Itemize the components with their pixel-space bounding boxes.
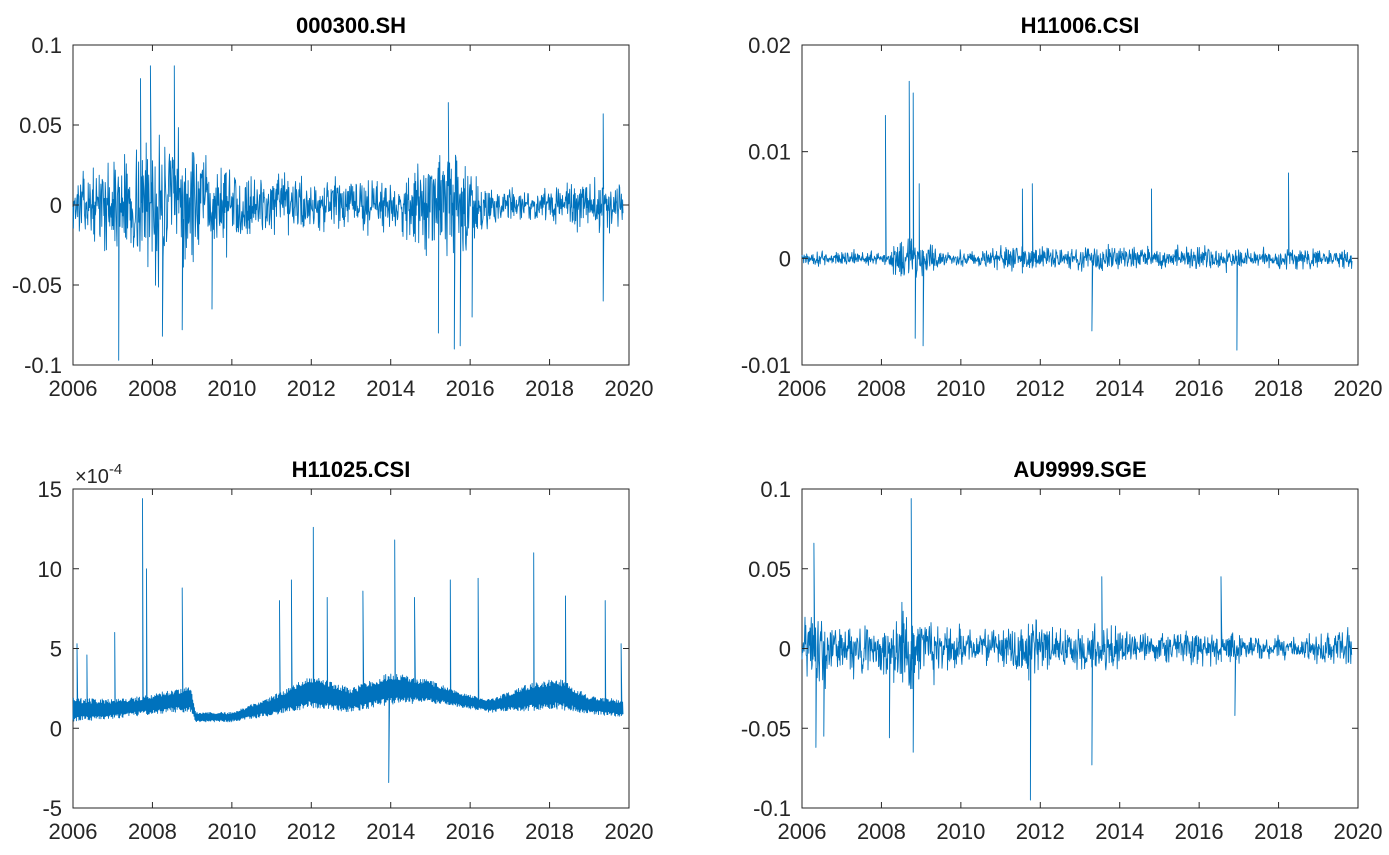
x-tick-label: 2010 — [207, 819, 256, 844]
y-tick-label: -5 — [42, 796, 62, 821]
x-tick-label: 2012 — [1016, 819, 1065, 844]
y-tick-label: 0 — [779, 246, 791, 271]
y-tick-label: 15 — [38, 477, 62, 502]
x-tick-label: 2010 — [936, 819, 985, 844]
panel-h11006-csi: 2006 2008 2010 2012 2014 2016 2018 2020 -0.01 0 0.… — [741, 13, 1383, 401]
x-tick-label: 2018 — [1254, 819, 1303, 844]
y-tick-label: 0.05 — [748, 557, 791, 582]
x-tick-label: 2014 — [366, 819, 415, 844]
x-tick-label: 2016 — [446, 819, 495, 844]
x-tick-label: 2020 — [1334, 819, 1383, 844]
y-exponent-label: ×10-4 — [75, 461, 122, 488]
x-tick-label: 2014 — [366, 376, 415, 401]
x-tick-label: 2010 — [936, 376, 985, 401]
x-tick-label: 2020 — [605, 819, 654, 844]
y-tick-label: 0.1 — [760, 477, 791, 502]
y-tick-label: -0.1 — [753, 796, 791, 821]
y-tick-label: 0 — [50, 716, 62, 741]
x-tick-label: 2010 — [207, 376, 256, 401]
x-tick-label: 2006 — [778, 819, 827, 844]
axes-frame — [72, 488, 630, 809]
y-tick-label: 0.05 — [19, 113, 62, 138]
y-tick-label: 0.02 — [748, 33, 791, 58]
y-tick-label: -0.1 — [24, 353, 62, 378]
y-tick-label: -0.01 — [741, 353, 791, 378]
x-tick-label: 2020 — [1334, 376, 1383, 401]
x-tick-label: 2012 — [287, 376, 336, 401]
series-line — [801, 498, 1353, 801]
series-line — [72, 498, 624, 783]
x-tick-label: 2018 — [1254, 376, 1303, 401]
x-tick-label: 2016 — [446, 376, 495, 401]
x-tick-label: 2018 — [525, 819, 574, 844]
panel-h11025-csi: 2006 2008 2010 2012 2014 2016 2018 2020 -5 0 5 10 15… — [38, 457, 654, 844]
x-tick-label: 2008 — [857, 376, 906, 401]
panel-title: AU9999.SGE — [1013, 457, 1146, 482]
x-tick-label: 2014 — [1095, 819, 1144, 844]
y-tick-label: -0.05 — [741, 716, 791, 741]
y-tick-label: 0.1 — [31, 33, 62, 58]
x-tick-label: 2014 — [1095, 376, 1144, 401]
x-tick-label: 2008 — [128, 376, 177, 401]
panel-000300-sh: 2006 2008 2010 2012 2014 2016 2018 2020 -0.1 -0.0… — [12, 13, 654, 401]
x-tick-label: 2008 — [857, 819, 906, 844]
y-tick-label: 0.01 — [748, 140, 791, 165]
x-tick-label: 2006 — [49, 376, 98, 401]
x-tick-label: 2006 — [49, 819, 98, 844]
y-tick-label: -0.05 — [12, 273, 62, 298]
y-tick-label: 0 — [779, 637, 791, 662]
x-tick-label: 2008 — [128, 819, 177, 844]
x-tick-label: 2016 — [1175, 376, 1224, 401]
x-tick-label: 2016 — [1175, 819, 1224, 844]
y-tick-label: 0 — [50, 193, 62, 218]
panel-title: 000300.SH — [296, 13, 406, 38]
x-tick-label: 2006 — [778, 376, 827, 401]
x-tick-label: 2012 — [287, 819, 336, 844]
panel-au9999-sge: 2006 2008 2010 2012 2014 2016 2018 2020 -0.1 -0.0… — [741, 457, 1383, 844]
y-tick-label: 10 — [38, 557, 62, 582]
panel-title: H11025.CSI — [292, 457, 411, 482]
panel-title: H11006.CSI — [1021, 13, 1140, 38]
series-line — [72, 65, 624, 361]
x-tick-label: 2020 — [605, 376, 654, 401]
series-line — [801, 80, 1353, 351]
y-tick-label: 5 — [50, 637, 62, 662]
x-tick-label: 2012 — [1016, 376, 1065, 401]
axes-frame — [801, 44, 1359, 366]
x-tick-label: 2018 — [525, 376, 574, 401]
